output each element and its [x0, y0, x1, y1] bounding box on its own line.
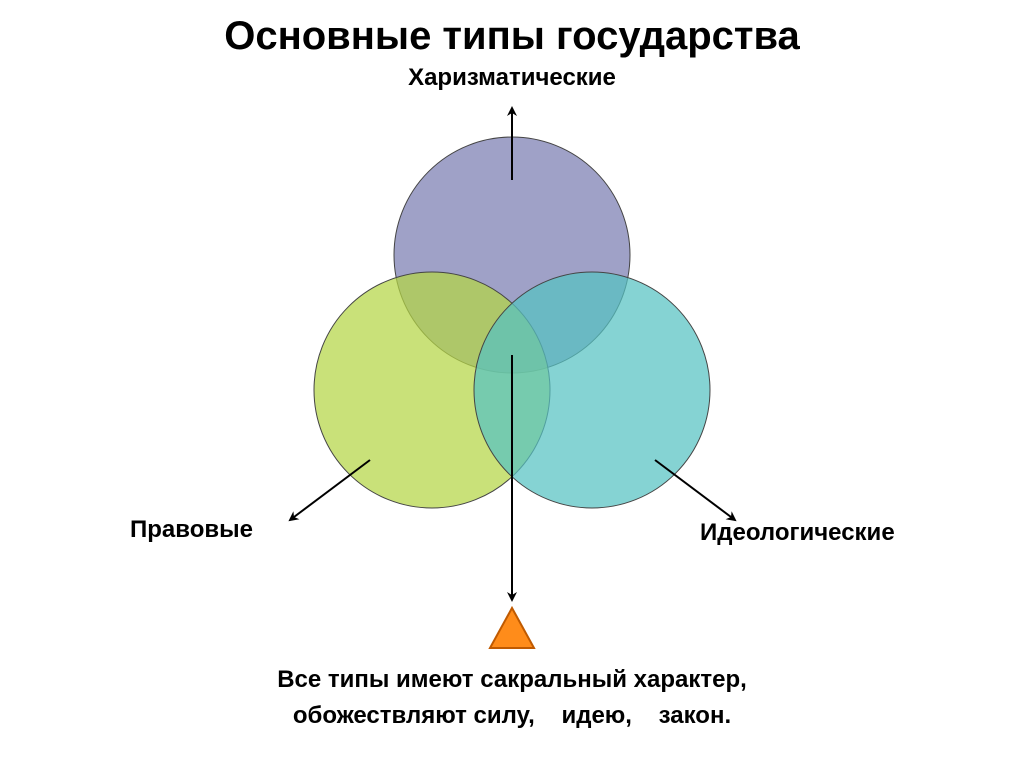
label-ideological: Идеологические [700, 519, 895, 547]
venn-diagram-svg [0, 0, 1024, 767]
center-triangle-icon [490, 608, 534, 648]
arrow-right [655, 460, 735, 520]
caption-line-2: обожествляют силу, идею, закон. [0, 702, 1024, 730]
diagram-stage: Основные типы государства Харизматически… [0, 0, 1024, 767]
label-charismatic: Харизматические [0, 64, 1024, 92]
arrow-left [290, 460, 370, 520]
venn-circle-right [474, 272, 710, 508]
label-legal: Правовые [130, 516, 253, 544]
caption-line-1: Все типы имеют сакральный характер, [0, 666, 1024, 694]
